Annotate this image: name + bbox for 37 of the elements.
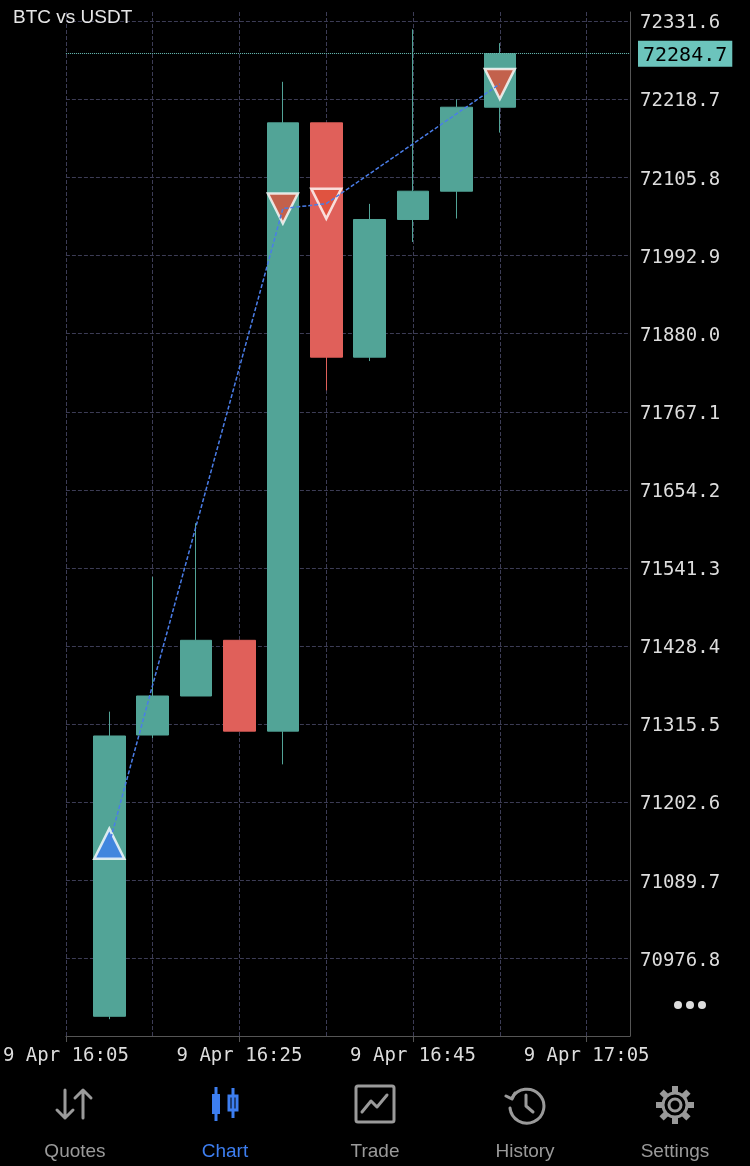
candlestick xyxy=(267,81,299,765)
point xyxy=(93,827,126,860)
y-tick-label: 71541.3 xyxy=(640,557,721,580)
ref-line-label: 72284.7 xyxy=(643,41,728,66)
x-tick-label: 9 Apr 16:05 xyxy=(2,1042,129,1065)
y-tick-label: 72105.8 xyxy=(640,166,721,189)
x-tick-label: 9 Apr 16:25 xyxy=(176,1042,303,1065)
candlestick xyxy=(310,122,343,391)
candlestick xyxy=(223,639,256,732)
text: Trade xyxy=(350,1140,400,1162)
candlestick xyxy=(440,98,473,220)
y-tick-label: 71880.0 xyxy=(640,322,721,345)
candlestick xyxy=(397,28,429,243)
y-tick-label: 71315.5 xyxy=(640,713,721,736)
candlestick xyxy=(93,711,126,1020)
text: History xyxy=(495,1140,555,1162)
x-tick-label: 9 Apr 17:05 xyxy=(523,1042,650,1065)
y-tick-label: 71992.9 xyxy=(640,244,721,267)
text: Settings xyxy=(640,1140,710,1162)
y-tick-label: 71654.2 xyxy=(640,478,721,501)
text: Chart xyxy=(201,1140,249,1162)
point xyxy=(310,187,343,220)
point xyxy=(266,192,300,225)
y-tick-label: 71089.7 xyxy=(640,869,721,892)
y-tick-label: 71428.4 xyxy=(640,635,721,658)
y-tick-label: 72331.6 xyxy=(640,10,721,33)
candlestick xyxy=(136,576,169,739)
y-tick-label: 70976.8 xyxy=(640,947,721,970)
chart-title: BTC vs USDT xyxy=(13,6,133,27)
y-tick-label: 71767.1 xyxy=(640,400,721,423)
text: Quotes xyxy=(44,1140,106,1162)
candlestick xyxy=(180,522,212,697)
y-tick-label: 72218.7 xyxy=(640,88,721,111)
point xyxy=(483,67,517,101)
y-tick-label: 71202.6 xyxy=(640,791,721,814)
candlestick xyxy=(353,203,386,362)
x-tick-label: 9 Apr 16:45 xyxy=(350,1042,476,1065)
